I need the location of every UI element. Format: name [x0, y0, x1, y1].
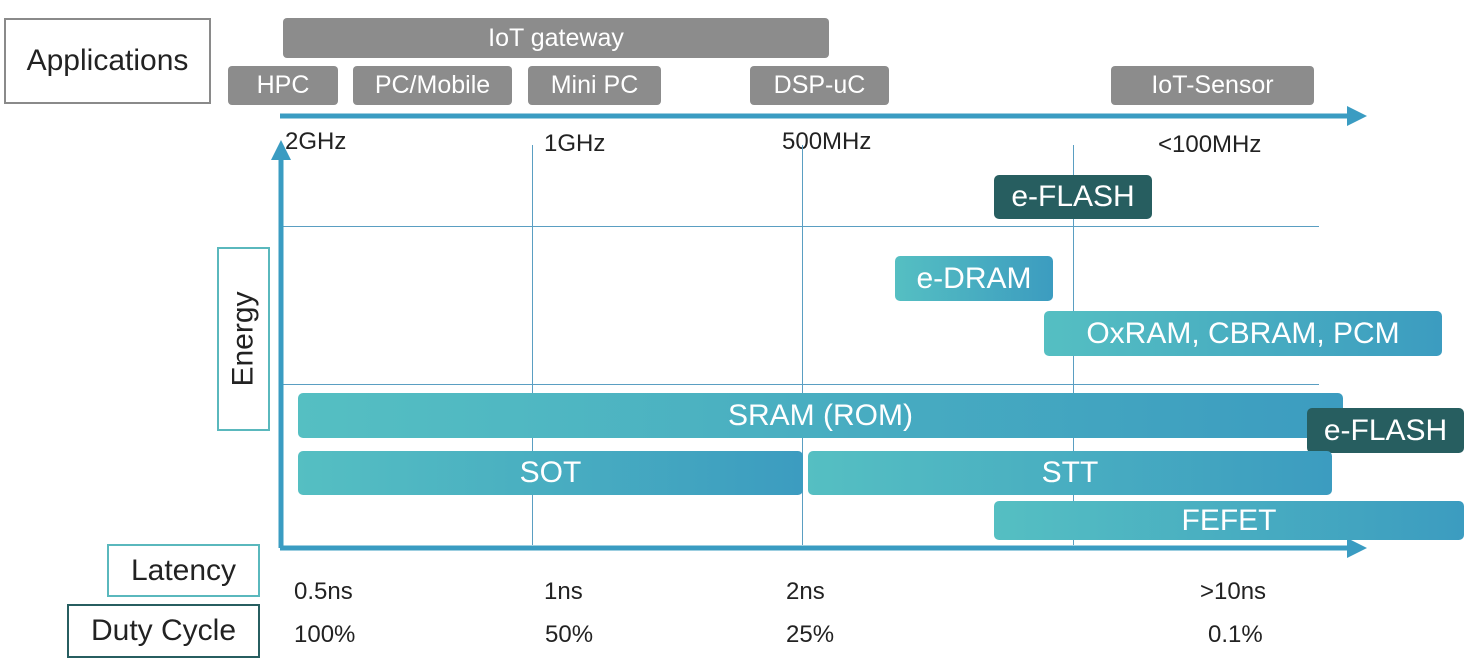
latency-tick-1ns: 1ns [544, 578, 583, 605]
freq-tick-500mhz: 500MHz [782, 128, 872, 155]
duty-cycle-label: Duty Cycle [67, 604, 260, 658]
grid-line-vertical-2 [802, 145, 803, 545]
stt-text: STT [1041, 456, 1099, 489]
sot-text: SOT [519, 456, 582, 489]
eflash-top-text: e-FLASH [1011, 180, 1135, 213]
sot-box: SOT [298, 451, 803, 495]
oxram-cbram-pcm-text: OxRAM, CBRAM, PCM [1086, 316, 1400, 350]
duty-cycle-label-text: Duty Cycle [90, 614, 237, 647]
freq-tick-2ghz: 2GHz [285, 128, 347, 155]
mini-pc-box: Mini PC [528, 66, 661, 105]
hpc-box: HPC [228, 66, 338, 105]
iot-gateway-box: IoT gateway [283, 18, 829, 58]
duty-tick-0-1: 0.1% [1208, 621, 1263, 648]
grid-line-horizontal-1 [283, 226, 1319, 227]
duty-tick-100: 100% [294, 621, 356, 648]
edram-box: e-DRAM [895, 256, 1053, 301]
dsp-uc-box: DSP-uC [750, 66, 889, 105]
sram-rom-box: SRAM (ROM) [298, 393, 1343, 438]
mini-pc-text: Mini PC [550, 71, 639, 99]
dsp-uc-text: DSP-uC [773, 71, 866, 99]
applications-label-text: Applications [26, 44, 189, 77]
fefet-text: FEFET [1181, 503, 1277, 537]
iot-gateway-text: IoT gateway [488, 23, 624, 52]
stt-box: STT [808, 451, 1332, 495]
energy-label: Energy [217, 247, 270, 431]
eflash-right-text: e-FLASH [1323, 413, 1448, 447]
pc-mobile-text: PC/Mobile [374, 71, 491, 99]
energy-label-text: Energy [226, 291, 260, 387]
energy-axis-arrow [271, 140, 291, 548]
fefet-box: FEFET [994, 501, 1464, 540]
sram-rom-text: SRAM (ROM) [728, 398, 913, 432]
iot-sensor-box: IoT-Sensor [1111, 66, 1314, 105]
hpc-text: HPC [256, 71, 310, 99]
pc-mobile-box: PC/Mobile [353, 66, 512, 105]
eflash-top-box: e-FLASH [994, 175, 1152, 219]
edram-text: e-DRAM [916, 261, 1032, 295]
freq-tick-100mhz: <100MHz [1158, 131, 1262, 158]
oxram-cbram-pcm-box: OxRAM, CBRAM, PCM [1044, 311, 1442, 356]
latency-label: Latency [107, 544, 260, 597]
frequency-axis-arrow [280, 106, 1367, 126]
latency-label-text: Latency [130, 553, 237, 587]
iot-sensor-text: IoT-Sensor [1151, 71, 1274, 99]
latency-tick-0-5ns: 0.5ns [294, 578, 353, 605]
latency-tick-10ns: >10ns [1200, 578, 1267, 605]
latency-tick-2ns: 2ns [786, 578, 825, 605]
eflash-right-box: e-FLASH [1307, 408, 1464, 453]
freq-tick-1ghz: 1GHz [544, 130, 606, 157]
duty-tick-50: 50% [545, 621, 594, 648]
duty-tick-25: 25% [786, 621, 835, 648]
applications-label: Applications [4, 18, 211, 104]
grid-line-vertical-1 [532, 145, 533, 545]
grid-line-horizontal-2 [283, 384, 1319, 385]
latency-axis-arrow [280, 538, 1367, 558]
